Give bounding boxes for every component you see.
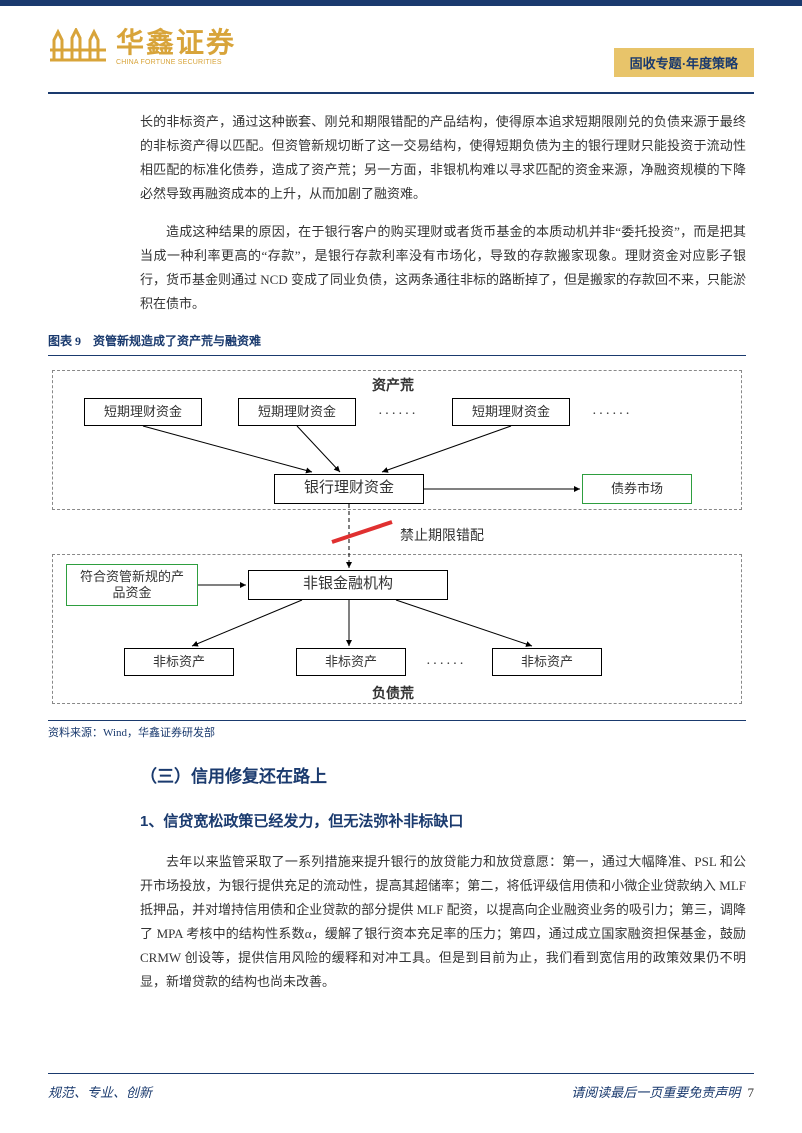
dots-top-2: ······ xyxy=(592,402,632,428)
page-number: 7 xyxy=(748,1085,755,1100)
footer-disclaimer: 请阅读最后一页重要免责声明 xyxy=(571,1085,740,1100)
main-content: 长的非标资产，通过这种嵌套、刚兑和期限错配的产品结构，使得原本追求短期限刚兑的负… xyxy=(140,110,746,1008)
footer-right: 请阅读最后一页重要免责声明 7 xyxy=(571,1082,754,1101)
label-liability-shortage: 负债荒 xyxy=(372,682,414,708)
box-short-fund-2: 短期理财资金 xyxy=(238,398,356,426)
label-asset-shortage: 资产荒 xyxy=(372,374,414,400)
top-accent-bar xyxy=(0,0,802,6)
box-bond-market: 债券市场 xyxy=(582,474,692,504)
chart-source: 资料来源：Wind，华鑫证券研发部 xyxy=(48,720,746,743)
box-nonstd-1: 非标资产 xyxy=(124,648,234,676)
header-badge: 固收专题·年度策略 xyxy=(614,48,754,77)
box-nonstd-2: 非标资产 xyxy=(296,648,406,676)
dots-bottom: ······ xyxy=(426,652,466,678)
box-bank-wm: 银行理财资金 xyxy=(274,474,424,504)
box-nonbank-fi: 非银金融机构 xyxy=(248,570,448,600)
label-prohibit-mismatch: 禁止期限错配 xyxy=(400,524,484,550)
page-footer: 规范、专业、创新 请阅读最后一页重要免责声明 7 xyxy=(48,1073,754,1101)
logo-text-cn: 华鑫证券 xyxy=(116,28,236,59)
header-rule xyxy=(48,92,754,94)
paragraph-2: 造成这种结果的原因，在于银行客户的购买理财或者货币基金的本质动机并非“委托投资”… xyxy=(140,220,746,316)
box-short-fund-1: 短期理财资金 xyxy=(84,398,202,426)
box-nonstd-3: 非标资产 xyxy=(492,648,602,676)
chart-9-diagram: 资产荒 短期理财资金 短期理财资金 ······ 短期理财资金 ······ 银… xyxy=(48,356,746,720)
chart-caption: 图表 9 资管新规造成了资产荒与融资难 xyxy=(48,330,746,355)
paragraph-3: 去年以来监管采取了一系列措施来提升银行的放贷能力和放贷意愿：第一，通过大幅降准、… xyxy=(140,850,746,994)
dots-top-1: ······ xyxy=(378,402,418,428)
logo-icon xyxy=(48,28,110,74)
heading-sub-1: 1、信贷宽松政策已经发力，但无法弥补非标缺口 xyxy=(140,808,746,836)
heading-section-3: （三）信用修复还在路上 xyxy=(140,761,746,792)
box-compliant-funds: 符合资管新规的产品资金 xyxy=(66,564,198,606)
footer-left: 规范、专业、创新 xyxy=(48,1082,152,1101)
logo-text-en: CHINA FORTUNE SECURITIES xyxy=(116,59,236,66)
box-short-fund-3: 短期理财资金 xyxy=(452,398,570,426)
paragraph-1: 长的非标资产，通过这种嵌套、刚兑和期限错配的产品结构，使得原本追求短期限刚兑的负… xyxy=(140,110,746,206)
page-header: 华鑫证券 CHINA FORTUNE SECURITIES 固收专题·年度策略 xyxy=(48,28,754,90)
